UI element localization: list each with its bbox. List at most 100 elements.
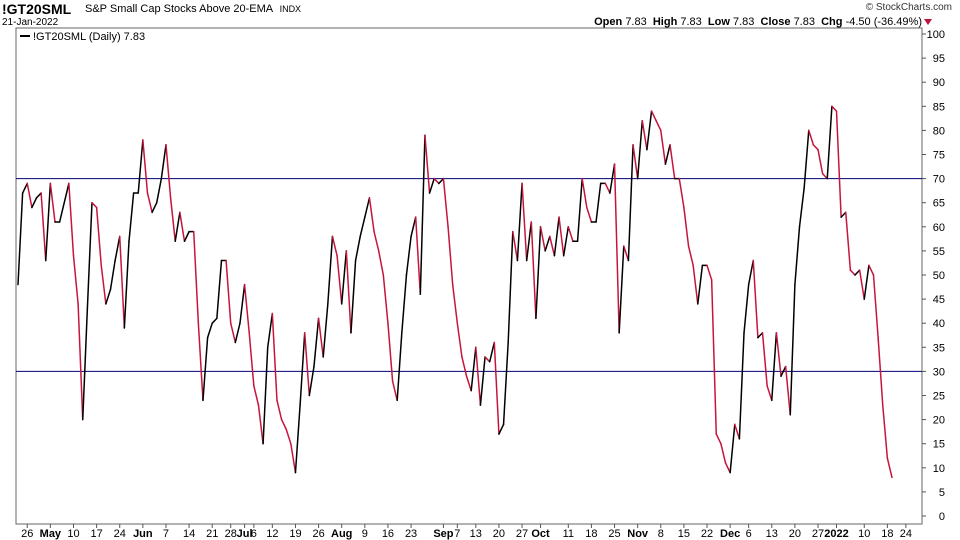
y-tick-label: 60 (933, 222, 945, 234)
data-point (882, 405, 883, 406)
series-segment (114, 235, 121, 262)
low-label: Low (707, 16, 730, 28)
data-point (115, 260, 116, 261)
data-point (443, 178, 444, 179)
series-segment (821, 173, 829, 180)
series-segment (484, 356, 491, 363)
data-point (790, 414, 791, 415)
data-point (637, 178, 638, 179)
series-segment (780, 365, 787, 377)
series-segment (595, 182, 602, 223)
data-point (822, 173, 823, 174)
data-point (461, 356, 462, 357)
copyright-text[interactable]: © StockCharts.com (865, 2, 952, 13)
series-segment (40, 192, 47, 262)
data-point (267, 347, 268, 348)
x-tick-label: 20 (789, 528, 801, 540)
x-tick-label: Jul (237, 528, 253, 540)
series-segment (576, 177, 583, 243)
y-tick-label: 25 (933, 391, 945, 403)
series-segment (660, 129, 667, 165)
series-segment (872, 274, 879, 339)
data-point (147, 192, 148, 193)
series-segment (613, 163, 620, 334)
series-segment (31, 197, 38, 209)
data-point (521, 183, 522, 184)
data-point (156, 202, 157, 203)
series-segment (627, 144, 634, 262)
data-point (276, 400, 277, 401)
series-segment (146, 192, 153, 214)
y-tick-label: 0 (939, 511, 945, 523)
series-segment (77, 303, 84, 421)
series-segment (771, 332, 778, 402)
series-segment (243, 283, 250, 334)
series-segment (507, 230, 514, 344)
data-point (165, 144, 166, 145)
x-tick-label: 18 (585, 528, 597, 540)
data-point (91, 202, 92, 203)
data-point (651, 111, 652, 112)
data-point (415, 217, 416, 218)
data-point (225, 260, 226, 261)
x-tick-label: 16 (382, 528, 394, 540)
legend-label: !GT20SML (Daily) 7.83 (33, 31, 145, 43)
x-tick-label: 19 (289, 528, 301, 540)
x-tick-label: 26 (312, 528, 324, 540)
series-segment (313, 317, 320, 368)
series-segment (858, 269, 866, 300)
data-point (383, 274, 384, 275)
series-segment (465, 375, 472, 392)
data-point (628, 260, 629, 261)
series-segment (401, 274, 408, 334)
data-point (272, 313, 273, 314)
data-point (614, 164, 615, 165)
series-segment (747, 259, 755, 286)
series-segment (831, 105, 838, 112)
data-point (558, 217, 559, 218)
series-segment (567, 226, 574, 243)
series-segment (710, 279, 718, 435)
x-tick-label: 6 (251, 528, 257, 540)
data-point (887, 458, 888, 459)
series-segment (340, 250, 348, 305)
series-segment (784, 365, 792, 416)
series-segment (424, 134, 431, 194)
data-point (656, 120, 657, 121)
data-point (457, 323, 458, 324)
open-label: Open (594, 16, 623, 28)
series-segment (632, 144, 639, 180)
data-point (202, 400, 203, 401)
x-tick-label: 15 (678, 528, 690, 540)
x-tick-label: Jun (133, 528, 153, 540)
series-segment (456, 322, 463, 358)
data-point (859, 270, 860, 271)
chg-value: -4.50 (-36.49%) (845, 16, 922, 28)
data-point (540, 226, 541, 227)
series-segment (535, 226, 542, 320)
series-segment (438, 177, 445, 185)
series-segment (752, 259, 759, 339)
data-point (799, 226, 800, 227)
data-point (286, 429, 287, 430)
data-point (221, 260, 222, 261)
y-tick-label: 45 (933, 294, 945, 306)
series-segment (86, 201, 93, 310)
series-segment (512, 230, 519, 262)
series-segment (636, 120, 644, 180)
data-point (258, 405, 259, 406)
data-point (850, 270, 851, 271)
data-point (512, 231, 513, 232)
series-segment (525, 221, 533, 262)
series-segment (766, 385, 773, 402)
series-segment (95, 206, 102, 267)
data-point (716, 433, 717, 434)
series-segment (206, 322, 213, 339)
data-point (341, 303, 342, 304)
x-tick-label: 8 (658, 528, 664, 540)
data-point (697, 303, 698, 304)
data-point (216, 318, 217, 319)
data-point (142, 139, 143, 140)
series-segment (405, 235, 412, 276)
